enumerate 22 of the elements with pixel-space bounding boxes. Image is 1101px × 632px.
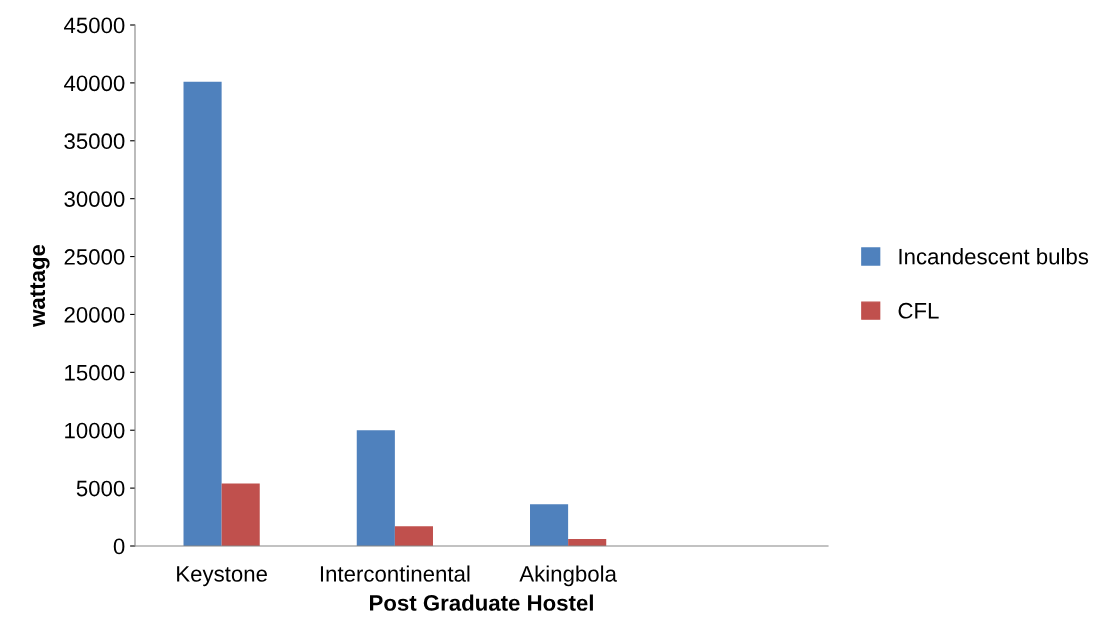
bar xyxy=(530,504,569,546)
y-tick-label: 30000 xyxy=(64,191,125,207)
bar xyxy=(356,430,395,546)
y-tick-label: 0 xyxy=(113,538,125,555)
y-tick-label: 40000 xyxy=(64,75,125,92)
bar xyxy=(183,81,222,546)
bar xyxy=(221,483,260,546)
y-tick-label: 45000 xyxy=(64,17,125,34)
y-tick-label: 25000 xyxy=(64,249,125,265)
y-tick-label: 20000 xyxy=(64,306,125,323)
y-tick-label: 10000 xyxy=(65,422,125,439)
y-axis-title: wattage xyxy=(30,244,50,327)
y-tick-label: 5000 xyxy=(76,480,125,497)
x-tick-label: Keystone xyxy=(177,566,267,587)
legend-label: CFL xyxy=(898,302,939,319)
x-tick-label: Intercontinental xyxy=(320,565,470,582)
legend-label: Incandescent bulbs xyxy=(899,248,1089,265)
x-tick-label: Akingbola xyxy=(519,565,617,587)
y-tick-label: 35000 xyxy=(64,133,125,150)
y-tick-label: 15000 xyxy=(65,364,125,381)
x-axis-title: Post Graduate Hostel xyxy=(370,594,593,611)
bar xyxy=(394,526,433,546)
